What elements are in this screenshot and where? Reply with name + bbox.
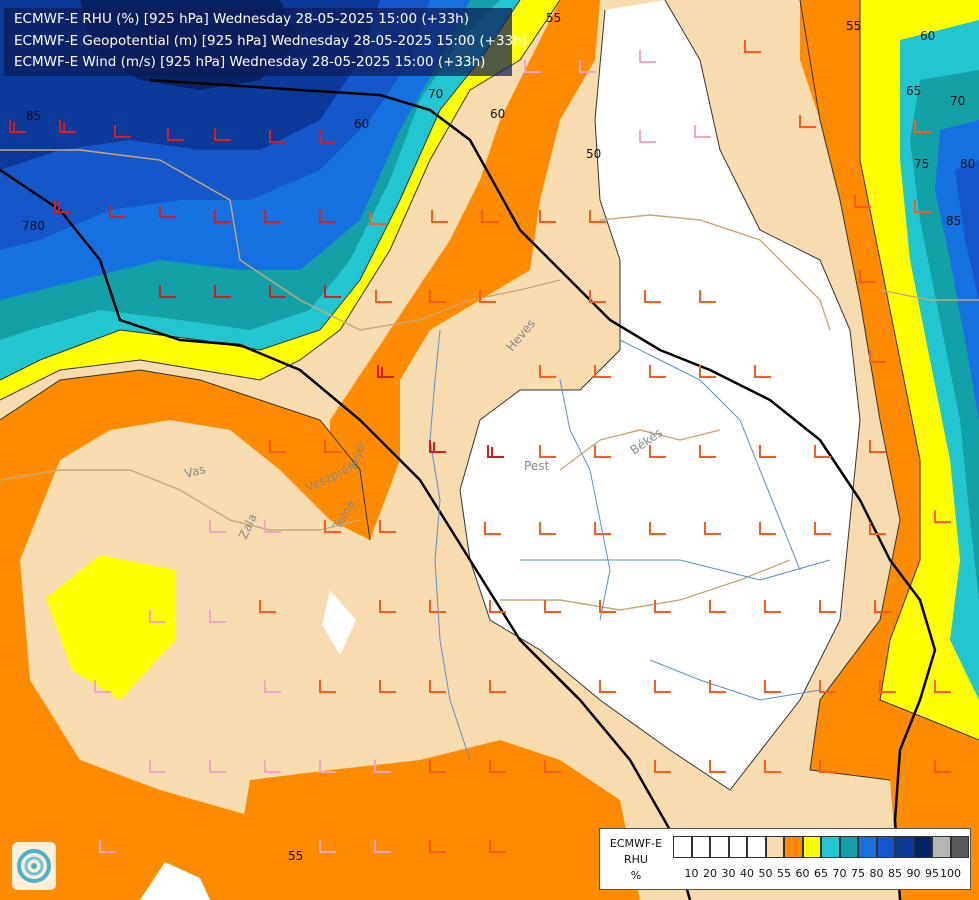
rhu-fill-west-orange	[0, 0, 600, 900]
legend-swatch	[802, 836, 821, 858]
contour-label: 55	[288, 849, 303, 863]
legend-swatch	[673, 836, 692, 858]
legend-title-model: ECMWF-E	[609, 837, 663, 850]
place-label-pest: Pest	[524, 459, 549, 473]
legend-tick: 90	[906, 867, 921, 880]
legend-swatch	[913, 836, 932, 858]
legend-title-unit: %	[630, 869, 642, 882]
rhu-fill-dry-center	[460, 0, 860, 790]
legend-tick: 40	[740, 867, 754, 880]
legend-swatch	[932, 836, 951, 858]
contour-label: 780	[22, 219, 45, 233]
legend-swatch	[895, 836, 914, 858]
contour-label: 50	[586, 147, 601, 161]
map-title-box: ECMWF-E RHU (%) [925 hPa] Wednesday 28-0…	[4, 8, 527, 76]
contour-label: 65	[906, 84, 921, 98]
contour-label: 55	[546, 11, 561, 25]
legend-tick: 100	[940, 867, 961, 880]
swirl-logo-icon	[17, 849, 51, 883]
contour-label: 70	[428, 87, 443, 101]
contour-label: 60	[490, 107, 505, 121]
contour-label: 55	[846, 19, 861, 33]
legend-swatch	[950, 836, 969, 858]
legend-swatch	[691, 836, 710, 858]
legend-tick: 20	[703, 867, 717, 880]
legend-swatch	[858, 836, 877, 858]
contour-label: 60	[920, 29, 935, 43]
legend-swatch	[784, 836, 803, 858]
legend-swatch	[876, 836, 895, 858]
legend-tick: 75	[851, 867, 865, 880]
title-line-geopotential: ECMWF-E Geopotential (m) [925 hPa] Wedne…	[14, 33, 527, 49]
legend-tick: 50	[758, 867, 773, 880]
legend-tick: 95	[925, 867, 939, 880]
legend-swatch	[728, 836, 747, 858]
rhu-contour-lines	[0, 0, 979, 791]
rivers	[429, 329, 831, 761]
title-line-rhu: ECMWF-E RHU (%) [925 hPa] Wednesday 28-0…	[14, 11, 469, 27]
title-line-wind: ECMWF-E Wind (m/s) [925 hPa] Wednesday 2…	[14, 54, 486, 70]
legend-swatch	[747, 836, 766, 858]
contour-label: 75	[914, 157, 929, 171]
legend-swatch	[765, 836, 784, 858]
geopotential-780-line-east	[149, 78, 937, 900]
legend-tick: 55	[777, 867, 791, 880]
contour-label: 60	[354, 117, 369, 131]
place-label-vas: Vas	[183, 462, 207, 481]
contour-label: 70	[950, 94, 965, 108]
legend-tick: 85	[888, 867, 902, 880]
legend-tick: 30	[721, 867, 736, 880]
legend-tick: 80	[869, 867, 884, 880]
legend-tick: 60	[795, 867, 810, 880]
contour-label: 85	[26, 109, 41, 123]
legend-swatch	[839, 836, 858, 858]
rhu-fill-east	[800, 0, 979, 900]
rhu-fill-south	[140, 740, 640, 900]
provider-logo	[12, 842, 56, 890]
legend-swatch	[710, 836, 729, 858]
wind-barbs	[9, 40, 951, 853]
legend-tick: 70	[832, 867, 847, 880]
contour-label: 80	[960, 157, 975, 171]
legend-swatch	[821, 836, 840, 858]
geopotential-780-line-west	[0, 168, 692, 900]
rhu-legend: ECMWF-E RHU % 10 20 30 40 50 55 60 65 70 75 80 85 90…	[599, 828, 971, 890]
contour-label: 85	[946, 214, 961, 228]
legend-tick: 10	[684, 867, 699, 880]
legend-tick: 65	[814, 867, 828, 880]
legend-title-variable: RHU	[624, 853, 648, 866]
